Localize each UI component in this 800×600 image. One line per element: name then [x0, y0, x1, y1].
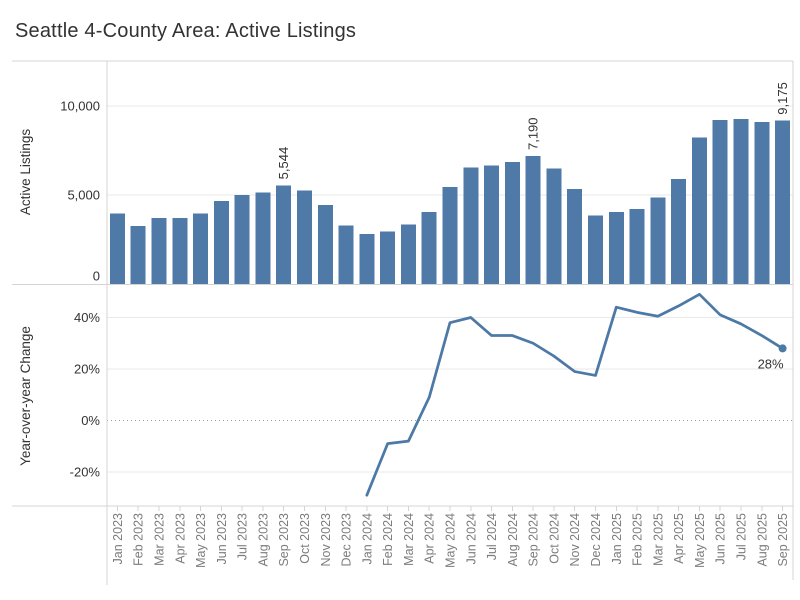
bar-oct-2024[interactable]	[546, 168, 562, 284]
x-tick-label: Sep 2025	[776, 513, 790, 567]
yoy-line[interactable]	[365, 292, 784, 497]
bar-apr-2024[interactable]	[421, 211, 437, 284]
bar-sep-2024[interactable]	[525, 156, 541, 284]
bar-nov-2023[interactable]	[317, 204, 333, 284]
x-tick-label: Dec 2023	[340, 513, 354, 567]
x-tick-label: Oct 2024	[547, 513, 561, 564]
bar-aug-2024[interactable]	[504, 162, 520, 284]
bar-value-label: 5,544	[276, 147, 291, 180]
x-tick-label: Apr 2025	[672, 513, 686, 564]
bar-sep-2025[interactable]	[775, 120, 791, 284]
bar-sep-2023[interactable]	[276, 185, 292, 284]
bar-mar-2023[interactable]	[151, 218, 167, 284]
bar-may-2025[interactable]	[691, 137, 707, 284]
x-tick-label: Nov 2024	[568, 513, 582, 567]
x-tick-label: Oct 2023	[298, 513, 312, 564]
bar-jun-2025[interactable]	[712, 120, 728, 285]
bar-jan-2025[interactable]	[608, 211, 624, 284]
bar-jan-2024[interactable]	[359, 234, 375, 284]
y-tick-label-percent: 0%	[81, 413, 100, 428]
bar-jun-2024[interactable]	[463, 167, 479, 284]
y-tick-label-listings: 10,000	[60, 99, 100, 114]
bar-feb-2025[interactable]	[629, 209, 645, 284]
bar-value-label: 7,190	[526, 117, 541, 150]
bar-apr-2025[interactable]	[671, 178, 687, 284]
bar-mar-2025[interactable]	[650, 197, 666, 284]
bar-aug-2025[interactable]	[754, 122, 770, 285]
page-title: Seattle 4-County Area: Active Listings	[15, 20, 357, 42]
x-tick-label: May 2023	[194, 513, 208, 568]
x-tick-label: Apr 2023	[173, 513, 187, 564]
x-tick-label: Sep 2023	[277, 513, 291, 567]
yoy-end-label: 28%	[758, 356, 784, 371]
bar-feb-2024[interactable]	[380, 231, 396, 284]
x-tick-label: Feb 2025	[631, 513, 645, 566]
bar-may-2023[interactable]	[193, 213, 209, 284]
x-tick-label: Jul 2024	[485, 513, 499, 560]
x-tick-label: Aug 2025	[755, 513, 769, 567]
yoy-endpoint-marker[interactable]	[778, 344, 787, 353]
x-tick-label: Aug 2023	[256, 513, 270, 567]
x-tick-label: Mar 2023	[152, 513, 166, 566]
y-tick-label-listings: 0	[93, 269, 100, 284]
x-tick-label: Apr 2024	[423, 513, 437, 564]
x-tick-label: Jun 2025	[714, 513, 728, 564]
x-tick-label: Aug 2024	[506, 513, 520, 567]
x-tick-label: May 2024	[444, 513, 458, 568]
bar-may-2024[interactable]	[442, 186, 458, 284]
bar-feb-2023[interactable]	[130, 226, 146, 284]
bar-oct-2023[interactable]	[296, 190, 312, 284]
x-tick-label: Mar 2024	[402, 513, 416, 566]
bar-jul-2023[interactable]	[234, 195, 250, 284]
x-tick-label: Dec 2024	[589, 513, 603, 567]
y-tick-label-listings: 5,000	[67, 188, 100, 203]
x-tick-label: Jan 2025	[610, 513, 624, 564]
y-tick-label-percent: 40%	[74, 310, 100, 325]
y-tick-label-percent: -20%	[70, 465, 101, 480]
bar-jan-2023[interactable]	[109, 213, 125, 284]
x-tick-label: May 2025	[693, 513, 707, 568]
x-tick-label: Feb 2023	[132, 513, 146, 566]
x-tick-label: Jul 2023	[236, 513, 250, 560]
x-tick-label: Feb 2024	[381, 513, 395, 566]
bar-nov-2024[interactable]	[567, 188, 583, 284]
x-tick-label: Jun 2023	[215, 513, 229, 564]
x-tick-label: Jan 2023	[111, 513, 125, 564]
bar-jul-2024[interactable]	[484, 165, 500, 284]
y-axis-title-yoy-change: Year-over-year Change	[18, 326, 33, 466]
bar-aug-2023[interactable]	[255, 192, 271, 284]
bar-dec-2024[interactable]	[588, 215, 604, 284]
bar-mar-2024[interactable]	[400, 224, 416, 284]
bar-dec-2023[interactable]	[338, 225, 354, 284]
x-tick-label: Nov 2023	[319, 513, 333, 567]
bar-jul-2025[interactable]	[733, 118, 749, 284]
x-tick-label: Jan 2024	[360, 513, 374, 564]
x-tick-label: Jun 2024	[464, 513, 478, 564]
x-tick-label: Jul 2025	[735, 513, 749, 560]
bar-jun-2023[interactable]	[213, 201, 229, 284]
x-tick-label: Sep 2024	[527, 513, 541, 567]
y-tick-label-percent: 20%	[74, 362, 100, 377]
x-tick-label: Mar 2025	[651, 513, 665, 566]
bar-value-label: 9,175	[775, 82, 790, 115]
y-axis-title-active-listings: Active Listings	[18, 129, 33, 216]
bar-apr-2023[interactable]	[172, 218, 188, 284]
